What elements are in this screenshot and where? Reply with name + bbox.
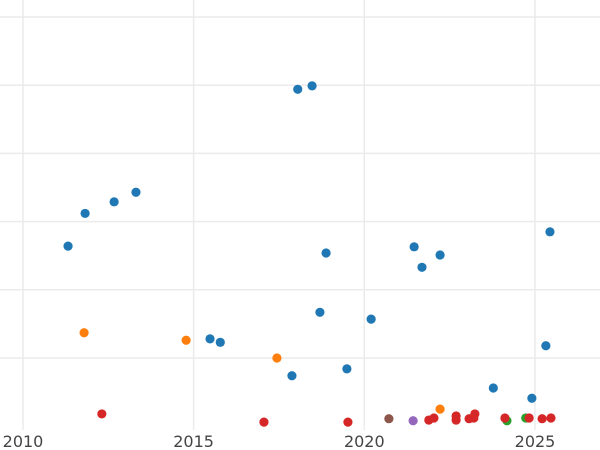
red-data-point [546, 413, 556, 423]
orange-data-point [181, 335, 191, 345]
red-data-point [343, 417, 353, 427]
blue-data-point [287, 371, 297, 381]
x-tick-label: 2025 [515, 432, 556, 450]
x-axis-ticks: 2010 2015 2020 2025 [3, 432, 556, 450]
red-data-point [259, 417, 269, 427]
blue-data-point [293, 84, 303, 94]
blue-data-point [109, 197, 119, 207]
orange-data-point [435, 404, 445, 414]
red-data-point [451, 415, 461, 425]
red-data-point [524, 413, 534, 423]
orange-data-point [272, 353, 282, 363]
blue-data-point [307, 81, 317, 91]
purple-data-point [408, 416, 418, 426]
blue-data-point [215, 337, 225, 347]
orange-data-point [79, 328, 89, 338]
blue-data-point [63, 241, 73, 251]
blue-data-point [541, 341, 551, 351]
red-data-point [429, 413, 439, 423]
red-data-point [500, 413, 510, 423]
blue-data-point [527, 393, 537, 403]
blue-data-point [205, 334, 215, 344]
x-tick-label: 2020 [344, 432, 385, 450]
red-data-point [97, 409, 107, 419]
x-tick-label: 2015 [173, 432, 214, 450]
blue-data-point [366, 314, 376, 324]
blue-data-point [131, 187, 141, 197]
x-tick-label: 2010 [3, 432, 44, 450]
blue-data-point [315, 307, 325, 317]
blue-data-point [321, 248, 331, 258]
blue-data-point [409, 242, 419, 252]
blue-data-point [417, 262, 427, 272]
red-data-point [470, 409, 480, 419]
gridlines [0, 0, 600, 430]
blue-data-point [435, 250, 445, 260]
blue-data-point [342, 364, 352, 374]
blue-data-point [80, 208, 90, 219]
data-points [63, 81, 556, 427]
red-data-point [537, 414, 547, 424]
brown-data-point [384, 414, 394, 424]
blue-data-point [545, 227, 555, 237]
blue-data-point [488, 383, 498, 393]
